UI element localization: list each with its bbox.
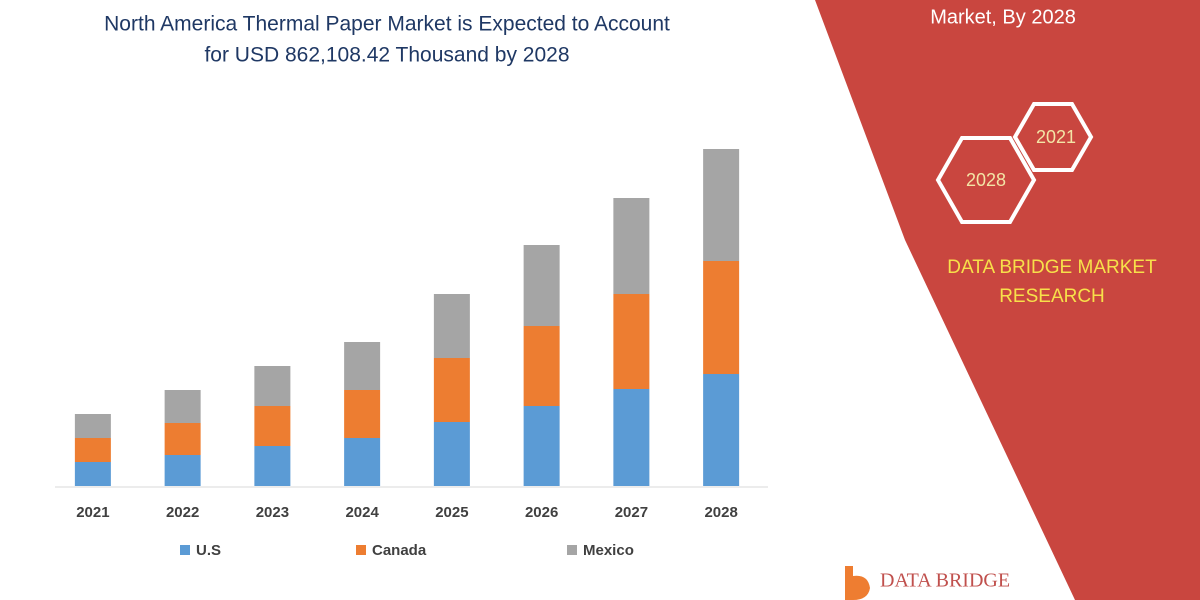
bar-segment xyxy=(433,294,470,358)
legend-label: Mexico xyxy=(583,542,634,559)
bar-segment xyxy=(703,149,740,261)
bar-segment xyxy=(254,446,291,486)
x-tick-label: 2028 xyxy=(704,504,737,521)
bar-segment xyxy=(613,294,650,389)
x-tick-label: 2026 xyxy=(525,504,558,521)
x-tick-label: 2027 xyxy=(615,504,648,521)
legend-swatch xyxy=(356,545,366,555)
legend-swatch xyxy=(567,545,577,555)
panel-heading: Market, By 2028 xyxy=(930,6,1076,28)
bar-segment xyxy=(433,422,470,486)
legend-label: U.S xyxy=(196,542,221,559)
bar-segment xyxy=(613,198,650,294)
x-tick-label: 2024 xyxy=(345,504,379,521)
x-tick-label: 2021 xyxy=(76,504,109,521)
hexagon xyxy=(1012,102,1094,172)
hexagon xyxy=(935,136,1037,224)
x-tick-label: 2025 xyxy=(435,504,468,521)
badge-year: 2021 xyxy=(1036,127,1076,147)
legend-label: Canada xyxy=(372,542,427,559)
bar-segment xyxy=(74,462,111,486)
bar-segment xyxy=(344,438,381,486)
bar-segment xyxy=(344,390,381,438)
bar-segment xyxy=(164,423,201,455)
bar-segment xyxy=(703,261,740,374)
bar-segment xyxy=(254,366,291,406)
bar-segment xyxy=(523,326,560,406)
badge-year: 2028 xyxy=(966,170,1006,190)
bar-segment xyxy=(703,374,740,486)
bar-segment xyxy=(523,406,560,486)
bar-segment xyxy=(344,342,381,390)
bar-segment xyxy=(433,358,470,422)
red-panel xyxy=(815,0,1200,600)
bar-segment xyxy=(74,438,111,462)
chart-title: North America Thermal Paper Market is Ex… xyxy=(104,13,670,36)
logo-icon xyxy=(845,566,870,600)
bar-segment xyxy=(74,414,111,438)
chart-title: for USD 862,108.42 Thousand by 2028 xyxy=(204,44,569,67)
bar-segment xyxy=(164,455,201,486)
brand-text: DATA BRIDGE MARKET xyxy=(947,257,1157,278)
x-tick-label: 2023 xyxy=(256,504,289,521)
logo-text: DATA BRIDGE xyxy=(880,570,1010,592)
bar-segment xyxy=(164,390,201,423)
brand-text: RESEARCH xyxy=(999,286,1105,307)
x-tick-label: 2022 xyxy=(166,504,199,521)
bar-segment xyxy=(613,389,650,486)
legend-swatch xyxy=(180,545,190,555)
bar-segment xyxy=(254,406,291,446)
bar-segment xyxy=(523,245,560,326)
